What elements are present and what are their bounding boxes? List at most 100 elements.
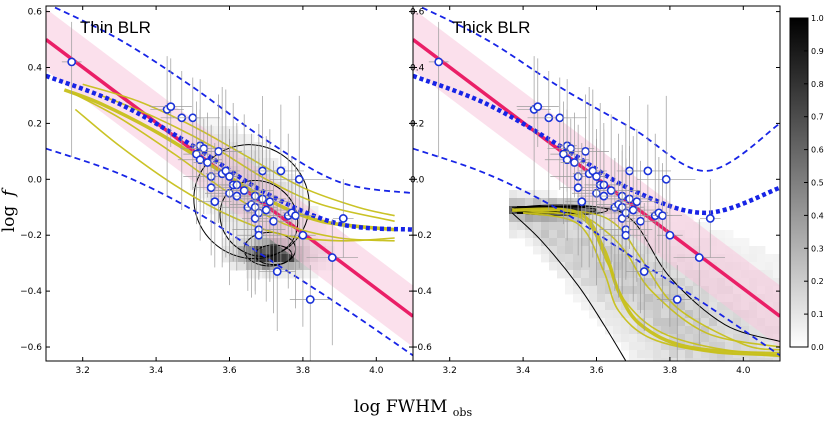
thick-density-cell: [589, 254, 598, 263]
axes-ticks: 3.2 3.4 3.6 3.8 4.0 −0.6 −0.4 −0.2 0.0 0.2 0.4 0.6 3…: [20, 6, 780, 376]
y-tick-label: 0.4: [28, 63, 43, 73]
thick-density-cell: [629, 326, 638, 335]
thick-density-cell: [725, 230, 734, 239]
colorbar-tick-label: 0.0: [811, 343, 824, 352]
y-tick-label-right: −0.6: [410, 343, 432, 353]
thick-density-cell: [637, 342, 646, 351]
thick-density-cell: [581, 278, 590, 287]
thick-density-cell: [581, 222, 590, 231]
thick-density-cell: [597, 270, 606, 279]
thick-density-cell: [757, 342, 766, 351]
thick-data-point: [636, 95, 696, 269]
thin-model-mean: [46, 73, 413, 232]
thick-density-cell: [717, 342, 726, 351]
thick-density-cell: [741, 326, 750, 335]
thick-density-cell: [573, 286, 582, 295]
thin-density-cell: [238, 142, 247, 151]
thin-density-cell: [286, 182, 295, 191]
thick-density-cell: [685, 294, 694, 303]
thick-density-cell: [549, 190, 558, 199]
thin-model-track: [82, 83, 395, 217]
thick-density-cell: [613, 334, 622, 343]
thin-density-cell: [302, 190, 311, 199]
thick-density-cell: [653, 350, 662, 359]
thick-data-point: [428, 21, 449, 158]
thick-density-cell: [701, 318, 710, 327]
thick-density-cell: [525, 238, 534, 247]
x-tick-label: 3.4: [149, 366, 164, 376]
y-tick-label-right: −0.4: [410, 287, 432, 297]
thick-density-cell: [589, 270, 598, 279]
thick-density-cell: [549, 198, 558, 207]
thin-density-cell: [206, 190, 215, 199]
x-axis-label: log FWHM obs: [354, 397, 473, 419]
thick-density-cell: [741, 318, 750, 327]
thick-density-cell: [709, 302, 718, 311]
thin-data-point: [198, 142, 232, 268]
thin-point-marker: [298, 230, 308, 240]
thick-density-cell: [597, 278, 606, 287]
thin-data-point: [149, 58, 192, 148]
thick-density-cell: [597, 302, 606, 311]
thick-density-cell: [645, 350, 654, 359]
thick-density-cell: [637, 294, 646, 303]
thin-density-cell: [246, 150, 255, 159]
thick-density-cell: [765, 270, 774, 279]
thick-density-cell: [693, 342, 702, 351]
thick-density-cell: [589, 294, 598, 303]
thick-density-cell: [693, 350, 702, 359]
thick-density-cell: [637, 334, 646, 343]
y-tick-label: −0.2: [20, 231, 42, 241]
thick-density-cell: [709, 350, 718, 359]
thick-density-cell: [701, 334, 710, 343]
thick-density-cell: [661, 294, 670, 303]
thin-point-marker: [188, 113, 198, 123]
thin-density-cell: [302, 270, 311, 279]
thick-density-cell: [685, 278, 694, 287]
thin-density-cell: [254, 142, 263, 151]
thick-density-cell: [637, 286, 646, 295]
thick-data-point: [532, 77, 587, 190]
thick-density-cell: [517, 230, 526, 239]
thick-density-cell: [701, 310, 710, 319]
thick-density-cell: [637, 278, 646, 287]
thick-density-cell: [677, 334, 686, 343]
thick-density-cell: [661, 286, 670, 295]
thick-density-cell: [685, 350, 694, 359]
thick-density-cell: [757, 358, 766, 361]
thick-density-cell: [605, 238, 614, 247]
panel-thin-blr: Thin BLR: [45, 5, 414, 362]
thick-density-cell: [653, 318, 662, 327]
thick-density-cell: [541, 246, 550, 255]
thick-point-marker: [581, 146, 590, 156]
thick-data-point: [588, 138, 605, 256]
thick-density-cell: [573, 214, 582, 223]
thick-density-cell: [701, 302, 710, 311]
thick-density-cell: [693, 302, 702, 311]
thick-density-cell: [621, 270, 630, 279]
thick-density-cell: [637, 350, 646, 359]
thick-density-cell: [765, 262, 774, 271]
thin-data-point: [237, 169, 281, 277]
colorbar-tick-label: 0.3: [811, 244, 824, 253]
thick-density-cell: [533, 190, 542, 199]
thin-density-cell: [278, 270, 287, 279]
thick-density-cell: [557, 230, 566, 239]
colorbar-tick-label: 0.2: [811, 277, 824, 286]
thin-data-point: [332, 178, 354, 258]
thick-density-cell: [685, 334, 694, 343]
thin-density-cell: [310, 206, 319, 215]
panel-label-thick: Thick BLR: [452, 18, 530, 37]
thick-point-marker: [636, 216, 645, 226]
thick-density-cell: [573, 278, 582, 287]
thick-density-cell: [645, 286, 654, 295]
thick-density-cell: [645, 358, 654, 361]
thin-point-marker: [272, 267, 282, 276]
thin-model-track: [100, 94, 395, 223]
thick-density-cell: [589, 238, 598, 247]
thick-density-cell: [549, 246, 558, 255]
thick-density-cell: [725, 358, 734, 361]
thick-density-cell: [549, 230, 558, 239]
thin-density-cell: [222, 126, 231, 135]
thick-density-cell: [733, 246, 742, 255]
